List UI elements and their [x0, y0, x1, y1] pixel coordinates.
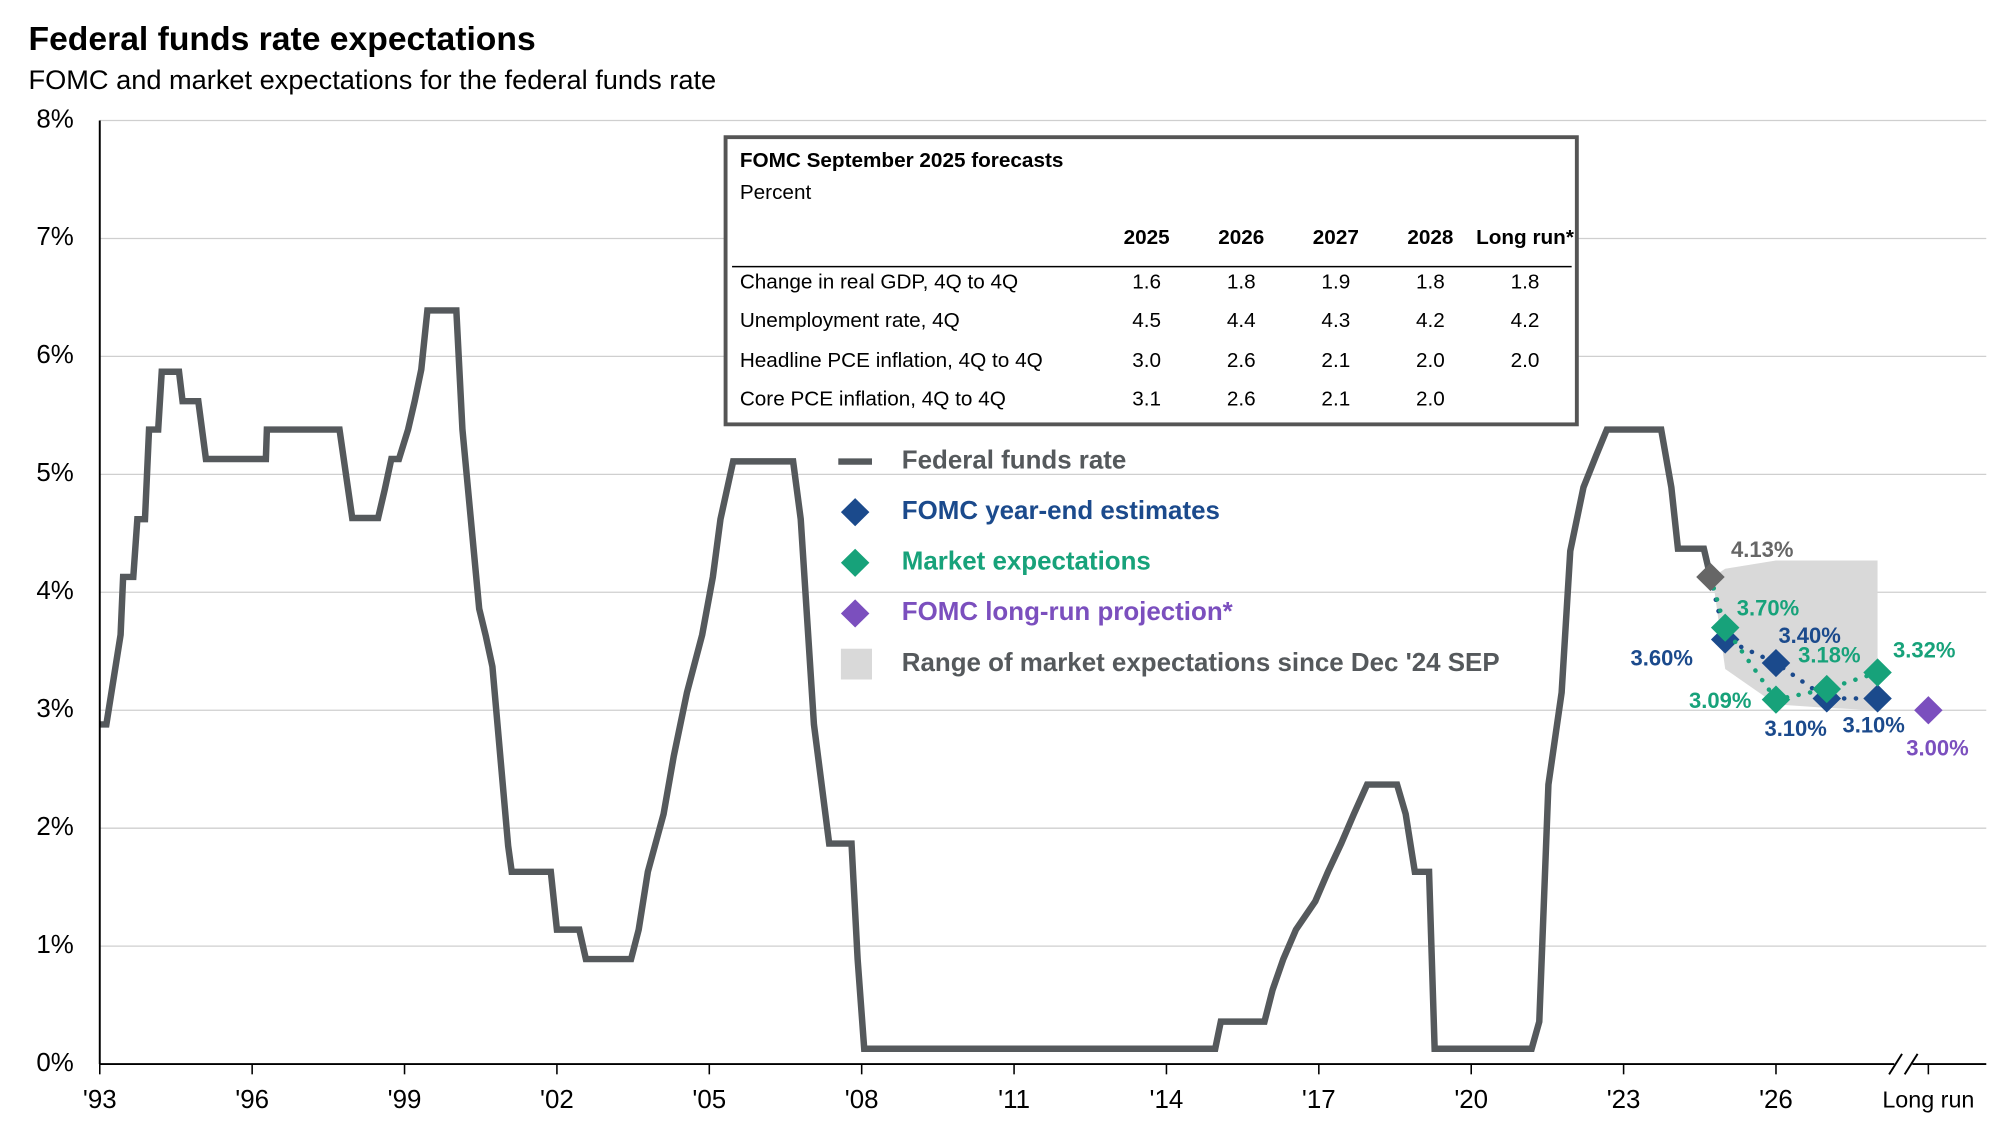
diamond-marker	[1863, 684, 1892, 713]
y-tick-label: 5%	[36, 459, 73, 487]
table-column-header: 2028	[1407, 226, 1453, 249]
rate-line	[99, 307, 1714, 1052]
value-label: 3.60%	[1630, 646, 1692, 671]
y-tick-label: 7%	[36, 223, 73, 251]
table-cell: 2.0	[1416, 349, 1445, 372]
legend: Federal funds rate FOMC year-end estimate…	[838, 446, 1500, 680]
table-row-label: Headline PCE inflation, 4Q to 4Q	[740, 349, 1043, 372]
legend-label: Range of market expectations since Dec '…	[902, 649, 1500, 677]
range-area	[1712, 560, 1878, 711]
path-dotted	[1708, 574, 1880, 701]
x-tick-label: '96	[235, 1086, 269, 1114]
diamond-marker	[1812, 674, 1842, 704]
table-cell: 4.2	[1416, 309, 1445, 332]
axis-break-gap	[1894, 1053, 1913, 1075]
legend-label: FOMC long-run projection*	[902, 598, 1233, 626]
current-marker	[1696, 562, 1725, 592]
table-cell: 4.4	[1227, 309, 1256, 332]
table-cell: 1.9	[1321, 271, 1350, 294]
x-tick-label: '26	[1759, 1086, 1793, 1114]
table-box	[723, 135, 1579, 427]
legend-swatch	[840, 648, 872, 680]
value-label: 3.70%	[1737, 596, 1799, 621]
value-label: 3.18%	[1798, 643, 1860, 668]
diamond-marker	[1761, 648, 1791, 678]
x-tick-label: '23	[1607, 1086, 1641, 1114]
value-label: 3.32%	[1893, 638, 1955, 663]
y-tick-label: 0%	[36, 1049, 73, 1077]
table-cell: 3.0	[1132, 349, 1161, 372]
diamond-marker	[1761, 685, 1791, 714]
value-label: 3.10%	[1764, 716, 1826, 741]
table-column-header: 2026	[1218, 226, 1264, 249]
table-row-label: Core PCE inflation, 4Q to 4Q	[740, 388, 1006, 411]
table-cell: 2.6	[1227, 349, 1256, 372]
axis-break	[1888, 1053, 1903, 1075]
legend-label: Federal funds rate	[902, 446, 1127, 474]
diamond-marker	[1863, 658, 1892, 687]
value-label: 3.09%	[1689, 688, 1751, 713]
x-tick-label: '11	[998, 1086, 1030, 1114]
y-tick-label: 3%	[36, 695, 73, 723]
table-column-header: Long run*	[1476, 226, 1574, 249]
table-cell: 2.0	[1511, 349, 1540, 372]
plot-area: 3.60% 3.40% 3.10% 3.10% 3.70% 3.09% 3.18% 3.32%…	[99, 307, 1969, 1052]
table-cell: 3.1	[1132, 388, 1161, 411]
x-tick-label: Long run	[1882, 1086, 1974, 1112]
x-tick-label: '05	[692, 1086, 726, 1114]
y-tick-label: 8%	[36, 105, 73, 133]
legend-label: FOMC year-end estimates	[902, 497, 1220, 525]
table-cell: 2.6	[1227, 388, 1256, 411]
table-title: FOMC September 2025 forecasts	[740, 149, 1064, 172]
table-column-header: 2025	[1124, 226, 1170, 249]
forecast-table: FOMC September 2025 forecasts Percent 20…	[723, 135, 1579, 427]
chart-subtitle: FOMC and market expectations for the fed…	[29, 65, 717, 95]
x-tick-label: '20	[1454, 1086, 1488, 1114]
legend-swatch	[840, 548, 870, 577]
table-cell: 1.8	[1511, 271, 1540, 294]
table-cell: 4.2	[1511, 309, 1540, 332]
table-row-label: Unemployment rate, 4Q	[740, 309, 960, 332]
y-tick-label: 6%	[36, 341, 73, 369]
value-label: 3.40%	[1778, 623, 1840, 648]
y-tick-label: 4%	[36, 577, 73, 605]
table-cell: 1.8	[1416, 271, 1445, 294]
y-tick-label: 2%	[36, 813, 73, 841]
value-label: 3.00%	[1906, 736, 1968, 761]
legend-swatch	[840, 599, 870, 628]
table-cell: 2.1	[1321, 349, 1350, 372]
value-label: 4.13%	[1731, 537, 1793, 562]
table-cell: 1.8	[1227, 271, 1256, 294]
y-tick-label: 1%	[36, 931, 73, 959]
axis-break	[1903, 1053, 1919, 1075]
table-cell: 2.0	[1416, 388, 1445, 411]
x-tick-label: '08	[845, 1086, 879, 1114]
legend-label: Market expectations	[902, 548, 1151, 576]
table-cell: 2.1	[1321, 388, 1350, 411]
x-tick-label: '17	[1302, 1086, 1336, 1114]
table-cell: 1.6	[1132, 271, 1161, 294]
x-tick-label: '99	[388, 1086, 422, 1114]
table-subtitle: Percent	[740, 181, 812, 204]
legend-swatch	[840, 498, 870, 527]
chart-title: Federal funds rate expectations	[29, 21, 536, 58]
table-cell: 4.5	[1132, 309, 1161, 332]
table-column-header: 2027	[1313, 226, 1359, 249]
value-label: 3.10%	[1842, 713, 1904, 738]
x-tick-label: '93	[83, 1086, 117, 1114]
table-cell: 4.3	[1321, 309, 1350, 332]
x-tick-label: '14	[1150, 1086, 1184, 1114]
table-row-label: Change in real GDP, 4Q to 4Q	[740, 271, 1018, 294]
x-tick-label: '02	[540, 1086, 574, 1114]
diamond-marker	[1914, 696, 1943, 725]
